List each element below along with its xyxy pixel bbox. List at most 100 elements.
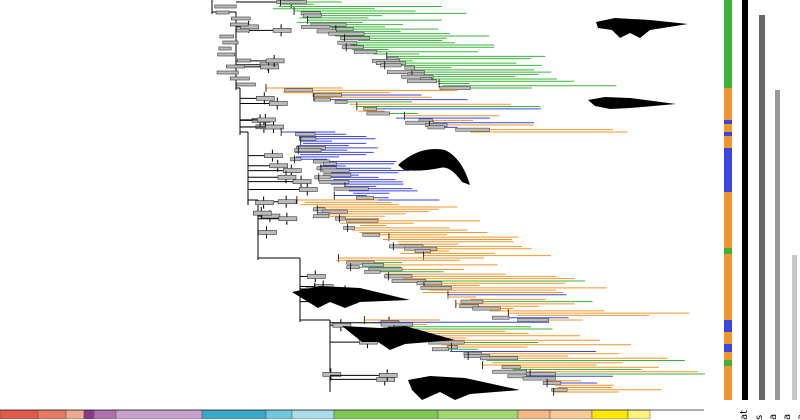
side-label-3: a bbox=[768, 413, 779, 420]
tip-age-bar bbox=[463, 354, 490, 358]
timescale-interval bbox=[93, 409, 117, 419]
tip-age-bar bbox=[314, 97, 331, 102]
clade-bar-1 bbox=[742, 0, 748, 400]
metriorhynchid-silhouette bbox=[398, 149, 470, 185]
tip-age-bar bbox=[460, 299, 484, 304]
tip-age-bar bbox=[407, 79, 437, 84]
tip-age-bar bbox=[340, 36, 371, 41]
habitat-strip-segment bbox=[724, 148, 732, 192]
stem-age-bar bbox=[214, 4, 237, 9]
node-age-bar bbox=[252, 210, 272, 216]
stem-age-bar bbox=[218, 46, 232, 51]
tip-age-bar bbox=[492, 315, 510, 320]
node-age-bar bbox=[298, 187, 318, 192]
tip-age-bar bbox=[362, 232, 381, 237]
habitat-strip-segment bbox=[724, 352, 732, 360]
tip-age-bar bbox=[414, 249, 431, 253]
tip-age-bar bbox=[321, 209, 348, 214]
thalattosuchian-silhouette bbox=[588, 97, 676, 109]
tip-age-bar bbox=[301, 25, 331, 29]
tip-age-bar bbox=[380, 63, 402, 68]
tip-age-bar bbox=[334, 100, 348, 104]
tip-age-bar bbox=[294, 148, 322, 152]
alligatorid-silhouette bbox=[292, 286, 410, 308]
tip-age-bar bbox=[401, 74, 434, 79]
tip-age-bar bbox=[319, 180, 350, 184]
habitat-strip-segment bbox=[724, 124, 732, 132]
clade-bar-4 bbox=[792, 255, 797, 400]
habitat-strip-segment bbox=[724, 136, 732, 148]
node-age-bar bbox=[257, 117, 276, 123]
timescale-interval bbox=[37, 409, 67, 419]
tip-age-bar bbox=[364, 269, 381, 274]
tip-age-bar bbox=[346, 265, 360, 270]
tip-age-bar bbox=[507, 374, 527, 379]
timescale-interval bbox=[265, 409, 293, 419]
habitat-strip-segment bbox=[724, 360, 732, 366]
node-age-bar bbox=[378, 373, 398, 378]
timescale-interval bbox=[291, 409, 335, 419]
tip-age-bar bbox=[363, 106, 377, 111]
tip-age-bar bbox=[405, 120, 434, 125]
timescale-interval bbox=[437, 409, 519, 419]
tip-age-bar bbox=[416, 281, 443, 286]
node-age-bar bbox=[322, 372, 342, 377]
tip-age-bar bbox=[333, 186, 369, 191]
clade-bar-2 bbox=[759, 15, 765, 400]
tip-age-bar bbox=[517, 318, 550, 322]
tip-age-bar bbox=[331, 27, 354, 32]
timescale-interval bbox=[83, 409, 95, 419]
stem-age-bar bbox=[229, 76, 250, 81]
node-age-bar bbox=[269, 163, 288, 169]
tip-age-bar bbox=[472, 306, 501, 311]
tip-age-bar bbox=[290, 157, 302, 162]
gavialid-silhouette bbox=[342, 326, 455, 350]
habitat-strip-segment bbox=[724, 320, 732, 332]
timescale-interval bbox=[549, 409, 593, 419]
node-age-bar bbox=[283, 168, 302, 173]
node-age-bar bbox=[272, 28, 292, 33]
protosuchian-silhouette bbox=[596, 18, 688, 38]
stem-age-bar bbox=[236, 82, 256, 87]
tip-age-bar bbox=[542, 381, 562, 385]
timescale-interval bbox=[65, 409, 85, 419]
tip-age-bar bbox=[447, 345, 458, 349]
habitat-strip-segment bbox=[724, 0, 732, 88]
tip-age-bar bbox=[386, 70, 425, 75]
habitat-strip-segment bbox=[724, 192, 732, 248]
node-age-bar bbox=[376, 377, 395, 382]
tip-age-bar bbox=[439, 86, 471, 90]
crocodylid-silhouette bbox=[408, 376, 520, 400]
tip-age-bar bbox=[455, 127, 490, 132]
timescale-interval bbox=[201, 409, 267, 419]
side-label-2: s bbox=[754, 414, 765, 420]
stem-age-bar bbox=[236, 58, 252, 63]
habitat-strip-segment bbox=[724, 332, 732, 344]
tip-age-bar bbox=[492, 369, 527, 374]
tip-age-bar bbox=[525, 372, 556, 376]
tip-age-bar bbox=[362, 263, 384, 267]
stem-age-bar bbox=[226, 64, 245, 69]
side-label-4: a bbox=[782, 413, 793, 420]
stem-age-bar bbox=[215, 10, 230, 15]
node-age-bar bbox=[258, 230, 277, 235]
tip-age-bar bbox=[313, 214, 330, 219]
side-label-5: a bbox=[796, 414, 800, 420]
tip-age-bar bbox=[501, 365, 521, 370]
stem-age-bar bbox=[230, 22, 249, 27]
node-age-bar bbox=[265, 58, 285, 64]
node-age-bar bbox=[240, 24, 259, 30]
node-age-bar bbox=[255, 96, 275, 101]
tip-age-bar bbox=[323, 173, 352, 177]
stem-age-bar bbox=[217, 52, 236, 57]
habitat-strip-segment bbox=[724, 132, 732, 136]
side-label-1: at bbox=[739, 409, 750, 420]
tip-age-bar bbox=[316, 29, 337, 34]
tip-age-bar bbox=[420, 286, 452, 290]
timescale-interval bbox=[627, 409, 651, 419]
tip-age-bar bbox=[427, 125, 445, 130]
tip-age-bar bbox=[384, 274, 413, 279]
node-age-bar bbox=[292, 179, 312, 184]
habitat-strip-segment bbox=[724, 344, 732, 352]
